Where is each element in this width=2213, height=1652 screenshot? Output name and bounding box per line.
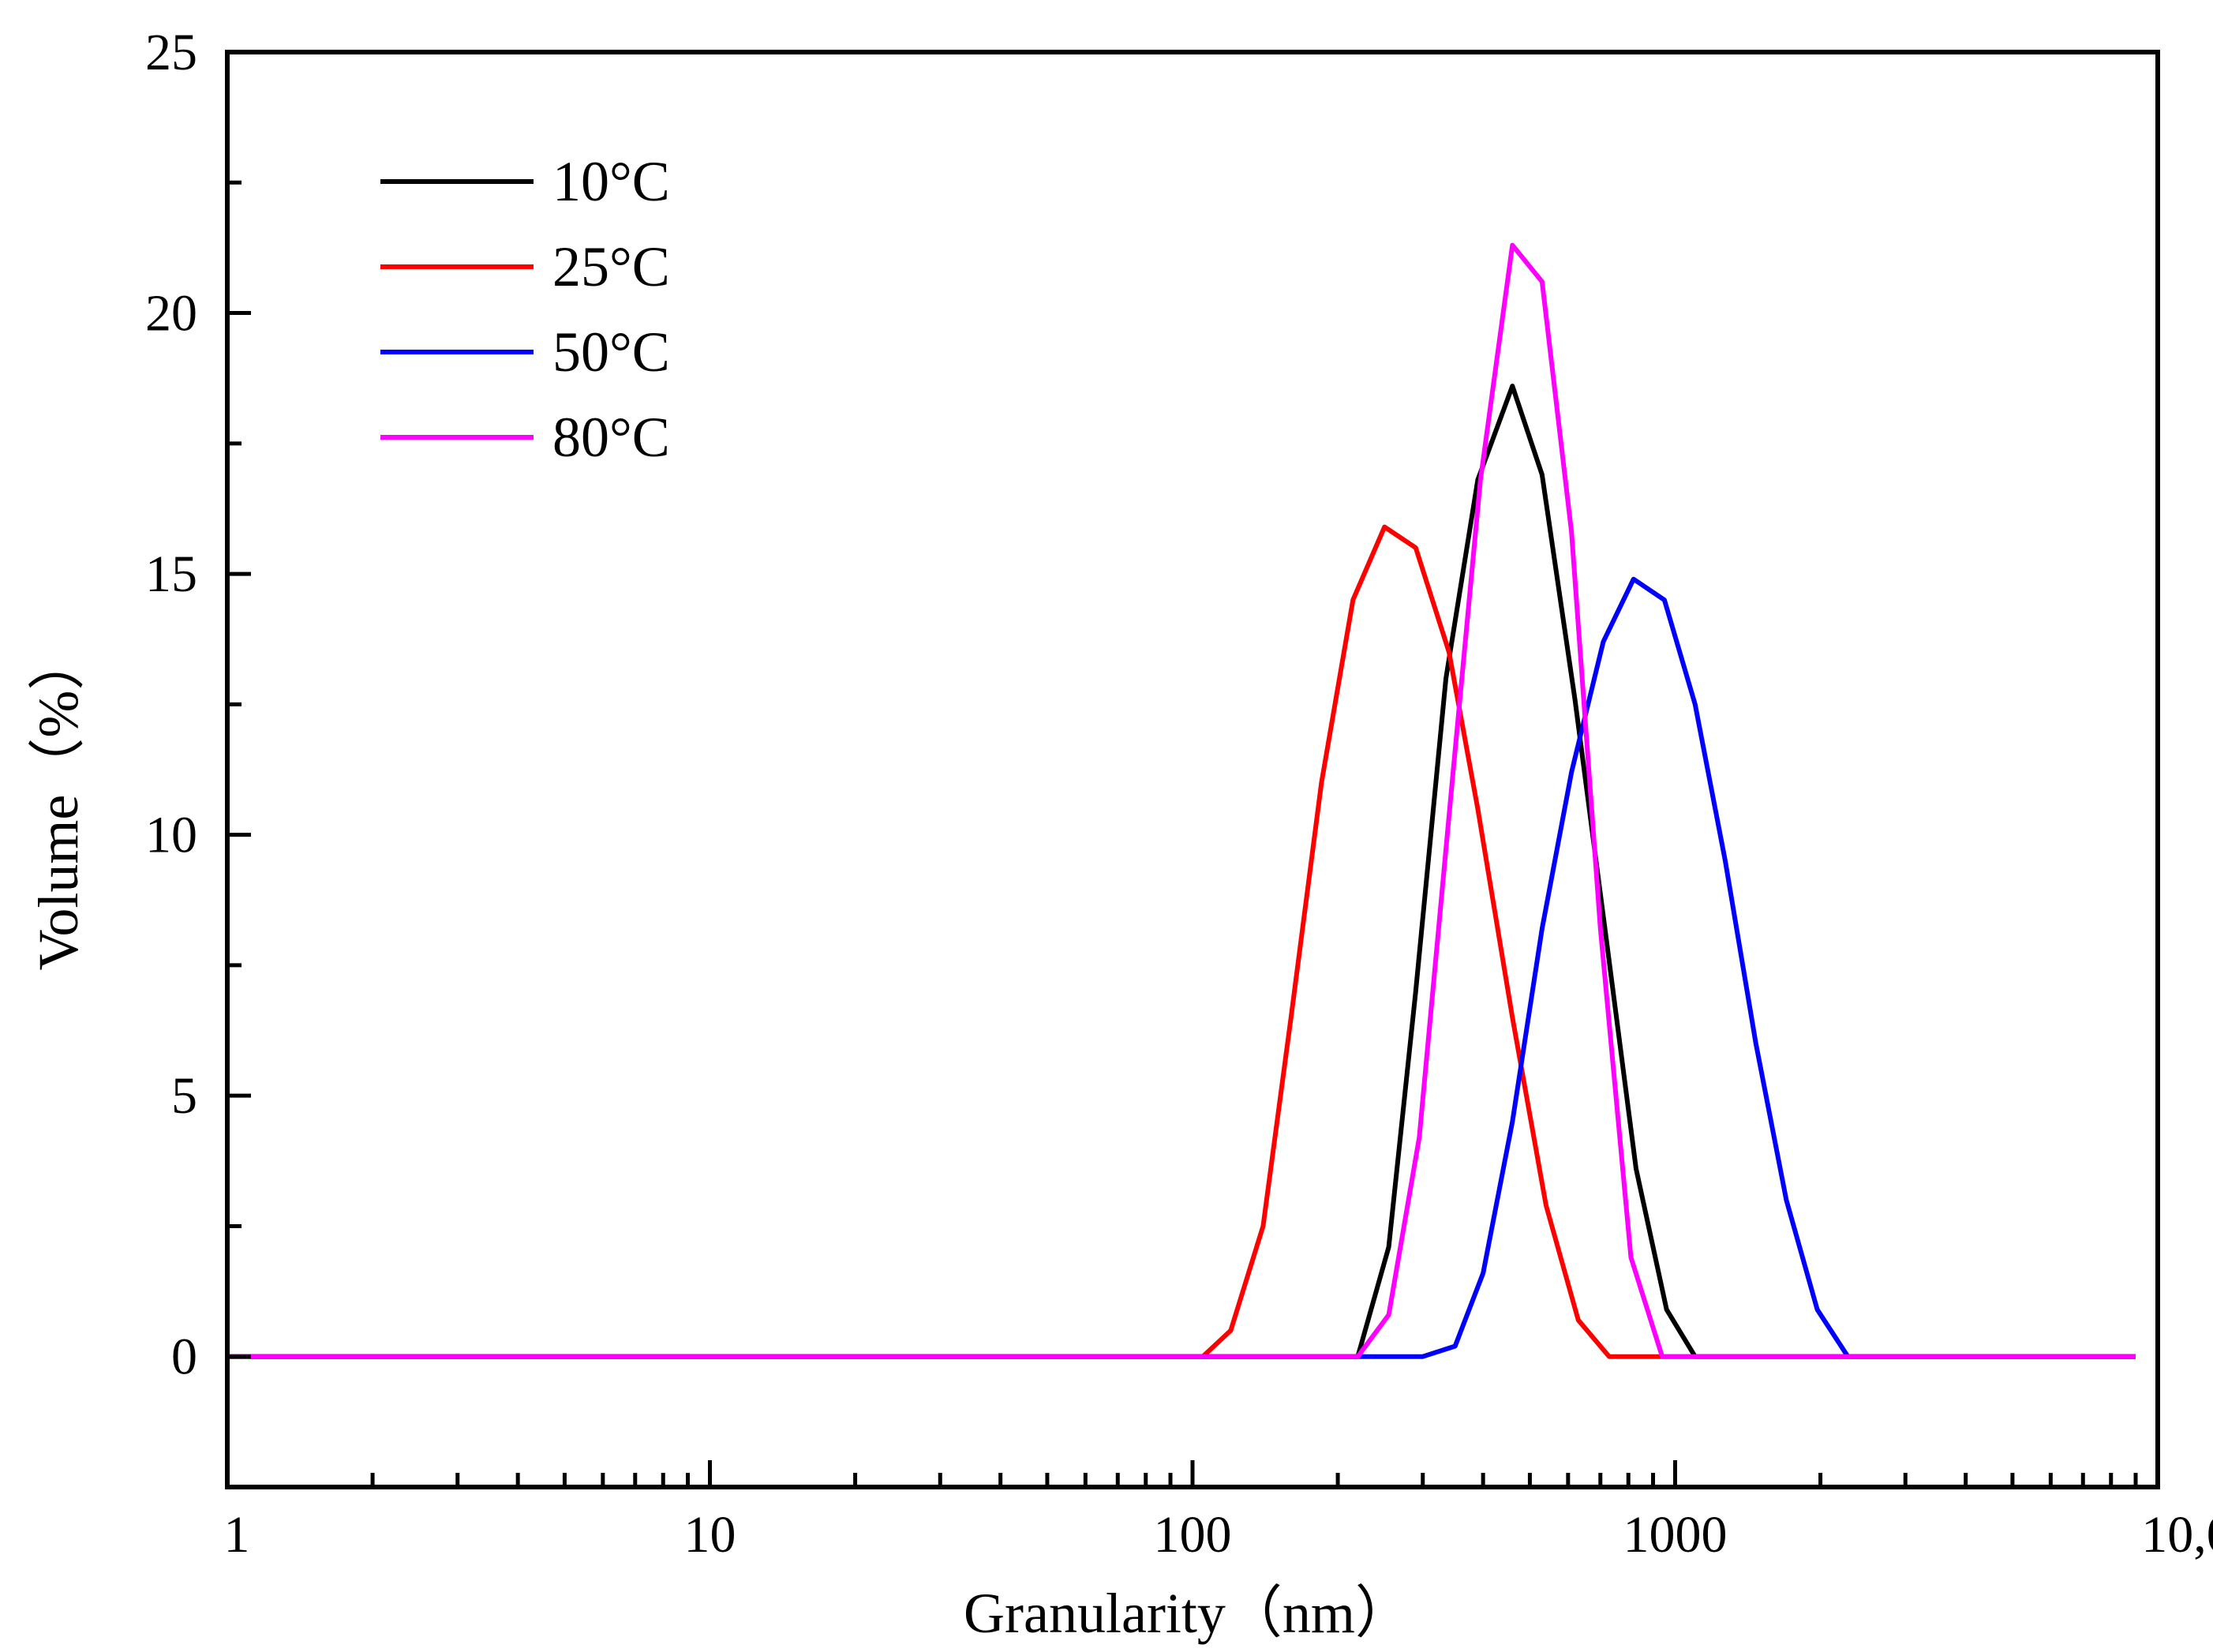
y-axis-ticks: 0 5 10 15 20 25 — [145, 24, 251, 1386]
series-line-1 — [227, 384, 2136, 1359]
x-tick-label: 10 — [684, 1506, 736, 1564]
legend-label: 50°C — [552, 320, 670, 384]
y-tick-label: 0 — [171, 1328, 197, 1386]
series-line-2 — [227, 524, 2136, 1359]
plot-lines — [227, 242, 2136, 1359]
legend-label: 10°C — [552, 150, 670, 213]
legend: 10°C 25°C 50°C 80°C — [380, 150, 670, 469]
x-tick-label: 1 — [224, 1506, 250, 1564]
legend-label: 25°C — [552, 235, 670, 298]
y-tick-label: 5 — [171, 1067, 197, 1125]
x-tick-label: 10,000 — [2141, 1506, 2213, 1564]
x-axis-ticks: 1 10 100 1000 10,000 — [224, 1460, 2213, 1564]
y-tick-label: 20 — [145, 285, 197, 343]
x-tick-label: 1000 — [1623, 1506, 1728, 1564]
legend-label: 80°C — [552, 406, 670, 469]
y-tick-label: 10 — [145, 807, 197, 864]
y-tick-label: 15 — [145, 545, 197, 603]
y-axis-title: Volume（%） — [27, 634, 90, 971]
series-line-4 — [227, 242, 2136, 1359]
series-line-3 — [227, 576, 2136, 1359]
x-tick-label: 100 — [1154, 1506, 1232, 1564]
y-tick-label: 25 — [145, 24, 197, 81]
x-axis-title: Granularity（nm） — [964, 1582, 1412, 1645]
